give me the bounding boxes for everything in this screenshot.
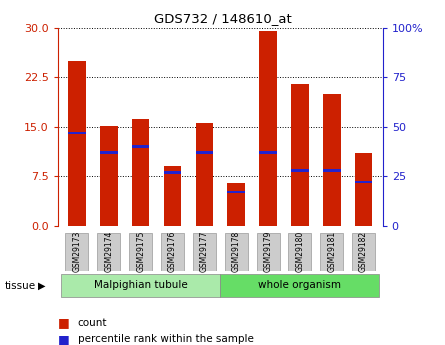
Bar <box>68 61 86 226</box>
FancyBboxPatch shape <box>320 233 343 271</box>
Bar <box>164 167 181 226</box>
Bar <box>291 169 309 171</box>
FancyBboxPatch shape <box>288 233 312 271</box>
FancyBboxPatch shape <box>352 233 375 271</box>
Text: GSM29179: GSM29179 <box>263 231 272 273</box>
FancyBboxPatch shape <box>257 233 279 271</box>
FancyBboxPatch shape <box>161 233 184 271</box>
Bar <box>291 84 309 226</box>
Bar <box>68 131 86 134</box>
FancyBboxPatch shape <box>61 274 220 297</box>
Bar <box>355 181 372 184</box>
FancyBboxPatch shape <box>97 233 120 271</box>
Text: GSM29182: GSM29182 <box>359 231 368 272</box>
FancyBboxPatch shape <box>225 233 248 271</box>
Text: GDS732 / 148610_at: GDS732 / 148610_at <box>154 12 291 25</box>
Text: ▶: ▶ <box>38 281 45 290</box>
Text: GSM29178: GSM29178 <box>232 231 241 273</box>
Text: GSM29177: GSM29177 <box>200 231 209 273</box>
Text: ■: ■ <box>58 316 69 329</box>
Bar <box>227 183 245 226</box>
Text: ■: ■ <box>58 333 69 345</box>
Text: GSM29175: GSM29175 <box>136 231 145 273</box>
Text: GSM29180: GSM29180 <box>295 231 304 273</box>
Text: GSM29181: GSM29181 <box>327 231 336 272</box>
FancyBboxPatch shape <box>129 233 152 271</box>
Text: percentile rank within the sample: percentile rank within the sample <box>78 334 254 344</box>
Bar <box>259 151 277 154</box>
Bar <box>132 119 150 226</box>
FancyBboxPatch shape <box>193 233 216 271</box>
Bar <box>100 151 117 154</box>
Bar <box>323 169 340 171</box>
Bar <box>196 124 213 226</box>
Bar <box>355 153 372 226</box>
Text: tissue: tissue <box>4 281 36 290</box>
Bar <box>227 191 245 194</box>
Bar <box>196 151 213 154</box>
Bar <box>323 94 340 226</box>
Text: GSM29176: GSM29176 <box>168 231 177 273</box>
Text: GSM29173: GSM29173 <box>73 231 81 273</box>
Bar <box>132 146 150 148</box>
Text: count: count <box>78 318 107 327</box>
Text: Malpighian tubule: Malpighian tubule <box>94 280 187 290</box>
Bar <box>164 171 181 174</box>
Bar <box>100 126 117 226</box>
FancyBboxPatch shape <box>65 233 89 271</box>
Text: GSM29174: GSM29174 <box>104 231 113 273</box>
Bar <box>259 31 277 226</box>
Text: whole organism: whole organism <box>259 280 341 290</box>
FancyBboxPatch shape <box>220 274 379 297</box>
